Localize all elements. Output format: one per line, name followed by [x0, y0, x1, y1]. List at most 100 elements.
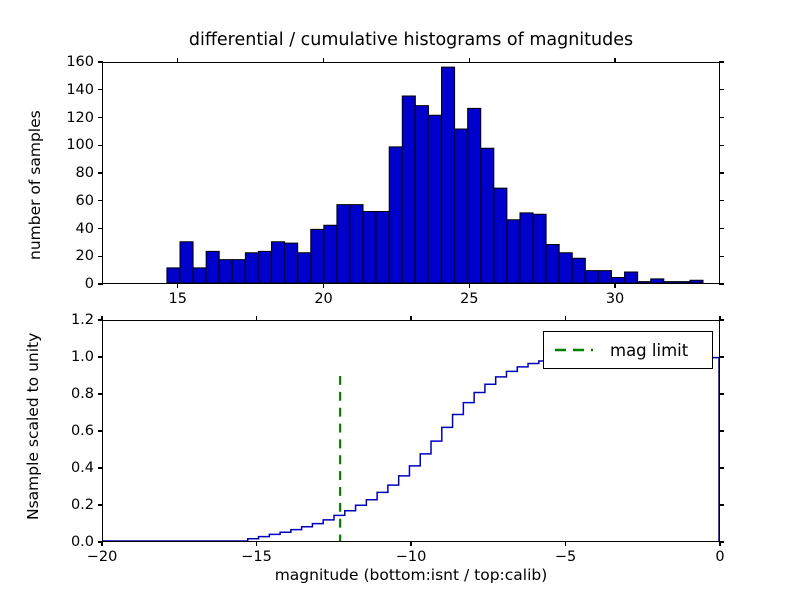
y-tick-mark-right — [719, 227, 724, 230]
x-tick-mark-top — [322, 58, 325, 63]
histogram-bar — [297, 252, 312, 283]
y-tick-label: 120 — [66, 109, 94, 126]
differential-histogram-plot — [166, 66, 704, 283]
y-tick-mark-right — [719, 467, 724, 469]
y-tick-mark — [98, 89, 103, 91]
x-tick-mark-top — [101, 316, 103, 321]
y-tick-mark-right — [719, 61, 724, 63]
y-tick-mark-right — [719, 504, 724, 506]
y-tick-label: 1.0 — [70, 349, 94, 365]
x-tick-mark-top — [564, 316, 567, 321]
histogram-bar — [676, 281, 691, 283]
y-tick-mark-right — [719, 172, 724, 174]
y-tick-mark — [98, 227, 103, 230]
histogram-bar — [584, 270, 599, 283]
histogram-bar — [349, 204, 364, 283]
histogram-bar — [166, 267, 181, 283]
histogram-bar — [545, 244, 560, 283]
histogram-bar — [231, 259, 246, 283]
x-tick-label: 20 — [314, 291, 333, 307]
x-tick-mark-top — [177, 58, 179, 63]
y-tick-mark-right — [719, 255, 724, 257]
y-tick-label: 40 — [75, 220, 94, 237]
top-axis-ylabel: number of samples — [26, 110, 44, 260]
y-tick-mark — [98, 61, 103, 63]
histogram-bar — [597, 270, 612, 283]
y-tick-mark-right — [719, 393, 724, 395]
y-tick-mark-right — [719, 89, 724, 91]
x-tick-mark-top — [614, 58, 616, 63]
histogram-bar — [650, 278, 665, 283]
y-tick-label: 0.6 — [70, 423, 94, 439]
histogram-bar — [401, 95, 416, 283]
x-tick-mark-top — [410, 316, 412, 321]
y-tick-label: 0 — [84, 276, 94, 292]
x-tick-mark-top — [719, 316, 721, 321]
cumulative-histogram-plot — [103, 356, 719, 541]
histogram-bar — [388, 146, 403, 283]
y-tick-mark-right — [719, 144, 724, 146]
histogram-bar — [493, 187, 508, 283]
histogram-bar — [244, 252, 259, 283]
histogram-bar — [323, 224, 338, 283]
histogram-bar — [310, 228, 325, 283]
y-tick-mark — [98, 116, 103, 119]
y-tick-mark — [98, 200, 103, 202]
histogram-bar — [624, 271, 639, 283]
y-tick-mark — [98, 172, 103, 174]
histogram-bar — [257, 250, 273, 283]
x-tick-mark — [410, 541, 412, 546]
y-tick-mark-right — [719, 319, 724, 321]
histogram-bar — [519, 212, 534, 283]
x-tick-label: 15 — [168, 291, 188, 307]
histogram-bar — [689, 279, 704, 283]
x-tick-label: 25 — [460, 291, 479, 307]
mag-limit-dashed-line-icon — [555, 348, 593, 352]
histogram-bar — [271, 241, 286, 283]
x-tick-mark-top — [468, 58, 470, 63]
x-tick-mark-top — [255, 316, 258, 321]
histogram-bar — [179, 241, 194, 283]
y-tick-mark-right — [719, 541, 724, 543]
y-tick-mark-right — [719, 430, 724, 432]
x-tick-label: −20 — [86, 549, 118, 565]
y-tick-mark-right — [719, 200, 724, 202]
y-tick-mark — [98, 504, 103, 506]
y-tick-mark — [98, 319, 103, 321]
x-tick-mark — [719, 541, 721, 546]
y-tick-label: 60 — [75, 192, 94, 209]
y-tick-mark — [98, 255, 103, 257]
legend-box[interactable]: mag limit — [543, 331, 713, 369]
histogram-bar — [532, 213, 547, 283]
histogram-bar — [375, 211, 390, 283]
histogram-bar — [454, 128, 469, 283]
histogram-bar — [663, 281, 678, 283]
histogram-bar — [480, 147, 495, 283]
histogram-bar — [467, 107, 482, 283]
y-tick-mark-right — [719, 283, 724, 285]
y-tick-label: 80 — [75, 165, 94, 181]
histogram-bar — [506, 219, 521, 283]
x-tick-label: −5 — [554, 549, 577, 565]
y-tick-label: 0.8 — [70, 386, 94, 402]
bottom-axis-ylabel: Nsample scaled to unity — [24, 332, 42, 520]
y-tick-label: 1.2 — [70, 312, 94, 328]
y-tick-mark — [98, 467, 103, 469]
histogram-bar — [427, 114, 443, 283]
x-tick-mark — [614, 283, 616, 288]
x-tick-mark — [177, 283, 179, 288]
x-tick-mark — [322, 283, 325, 288]
x-tick-label: 0 — [715, 549, 725, 565]
histogram-bar — [637, 281, 652, 283]
top-axes-differential-histogram — [102, 62, 720, 284]
x-axis-label: magnitude (bottom:isnt / top:calib) — [274, 566, 548, 584]
y-tick-label: 20 — [75, 248, 94, 265]
histogram-bar — [441, 66, 456, 283]
x-tick-label: −15 — [241, 549, 272, 565]
histogram-bar — [571, 257, 586, 283]
y-tick-mark — [98, 541, 103, 543]
histogram-bar — [336, 204, 351, 283]
y-tick-mark — [98, 144, 103, 146]
y-tick-mark — [98, 356, 103, 358]
